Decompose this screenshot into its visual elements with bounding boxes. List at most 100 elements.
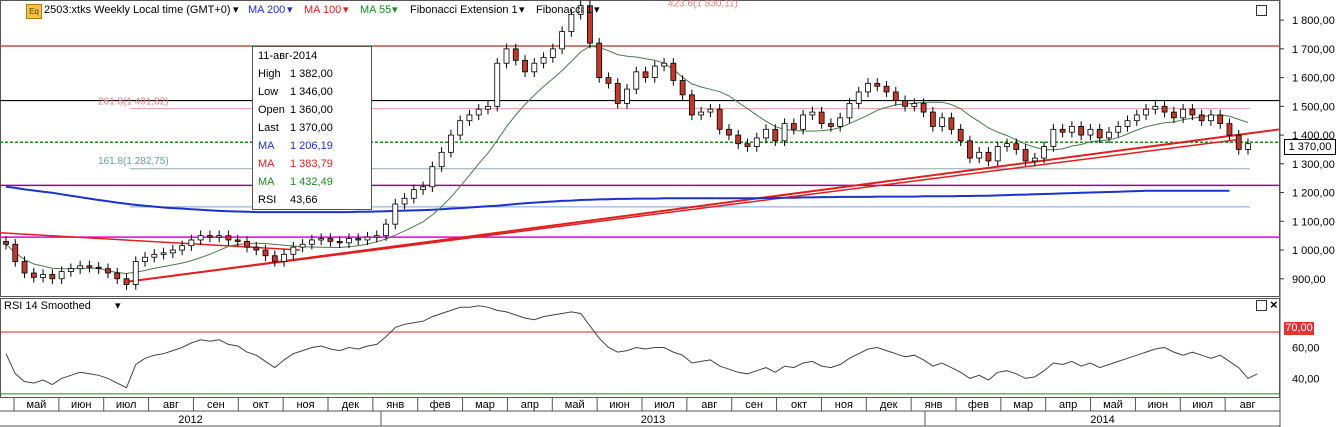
candle-body-113 xyxy=(1050,128,1057,147)
rsi-title[interactable]: RSI 14 Smoothed xyxy=(4,300,91,312)
candle-body-126 xyxy=(1170,111,1177,119)
month-label-19: дек xyxy=(880,399,898,411)
candle-body-19 xyxy=(179,245,186,251)
candle-body-98 xyxy=(911,103,918,107)
candle-body-10 xyxy=(95,266,102,270)
candle-body-85 xyxy=(790,123,797,130)
ma200-label[interactable]: MA 200 xyxy=(248,4,286,16)
candle-body-3 xyxy=(30,272,37,278)
candle-body-105 xyxy=(976,151,983,159)
candle-body-114 xyxy=(1059,128,1066,133)
candle-body-131 xyxy=(1217,114,1224,124)
month-label-5: окт xyxy=(253,399,269,411)
fib-label-2: 161.8(1 282,75) xyxy=(98,156,169,167)
maximize-rsi-pane-button[interactable] xyxy=(1256,300,1267,311)
month-label-10: мар xyxy=(475,399,495,411)
month-label-16: сен xyxy=(745,399,763,411)
ma100-label[interactable]: MA 100 xyxy=(304,4,342,16)
month-label-26: июл xyxy=(1192,399,1213,411)
candle-body-11 xyxy=(105,268,111,274)
candle-body-31 xyxy=(290,246,297,255)
instrument-icon[interactable]: Eq xyxy=(26,4,42,19)
candle-body-101 xyxy=(939,117,946,127)
candle-body-9 xyxy=(86,265,93,268)
ma55-label[interactable]: MA 55 xyxy=(360,4,392,16)
price-tick-label-9: 900,00 xyxy=(1292,274,1326,286)
candle-body-35 xyxy=(327,238,334,242)
month-label-9: фев xyxy=(430,399,451,411)
ma200-menu-arrow[interactable]: ▾ xyxy=(287,4,293,16)
candle-body-51 xyxy=(475,108,482,116)
tooltip-row-rsi: RSI 43,66 xyxy=(258,194,318,206)
month-label-27: авг xyxy=(1240,399,1256,411)
candle-body-118 xyxy=(1096,128,1103,139)
candle-body-29 xyxy=(271,255,278,262)
candle-body-92 xyxy=(855,91,862,104)
candle-body-97 xyxy=(902,100,908,107)
candle-body-33 xyxy=(308,239,315,245)
candle-body-0 xyxy=(3,240,9,245)
fibonacci-label[interactable]: Fibonacci 1 xyxy=(536,4,593,16)
candle-body-8 xyxy=(77,265,84,270)
last-price-tag: 1 370,00 xyxy=(1284,139,1336,155)
ma100-menu-arrow[interactable]: ▾ xyxy=(343,4,349,16)
rsi-menu-arrow[interactable]: ▾ xyxy=(115,300,121,312)
candle-body-5 xyxy=(49,274,56,280)
month-label-6: ноя xyxy=(296,399,314,411)
year-label-0: 2012 xyxy=(178,414,202,426)
ma55-menu-arrow[interactable]: ▾ xyxy=(392,4,398,16)
instrument-menu-arrow[interactable]: ▾ xyxy=(233,4,239,16)
month-label-25: июн xyxy=(1148,399,1168,411)
candle-body-47 xyxy=(438,151,445,168)
candle-body-117 xyxy=(1087,128,1094,136)
price-tick-label-5: 1 300,00 xyxy=(1292,159,1335,171)
candle-body-88 xyxy=(818,111,825,124)
candle-body-132 xyxy=(1226,123,1233,136)
candle-body-18 xyxy=(169,249,176,254)
price-tick-label-0: 1 800,00 xyxy=(1292,15,1335,27)
candle-body-52 xyxy=(485,105,491,110)
candle-body-109 xyxy=(1013,143,1020,150)
candle-body-122 xyxy=(1133,114,1140,122)
candle-body-66 xyxy=(614,82,621,104)
fib-extension-label[interactable]: Fibonacci Extension 1 xyxy=(410,4,518,16)
maximize-price-pane-button[interactable] xyxy=(1256,5,1267,16)
candle-body-119 xyxy=(1106,131,1112,139)
candle-body-53 xyxy=(494,62,501,107)
candle-body-67 xyxy=(624,88,630,104)
candle-body-90 xyxy=(837,117,844,127)
candle-body-83 xyxy=(772,128,779,142)
candle-body-87 xyxy=(809,111,816,116)
candle-body-38 xyxy=(355,238,362,241)
candle-body-4 xyxy=(40,274,46,278)
price-tick-label-7: 1 100,00 xyxy=(1292,216,1335,228)
candle-body-123 xyxy=(1143,108,1149,116)
candle-body-106 xyxy=(985,151,992,162)
candle-body-84 xyxy=(781,123,788,142)
candle-body-42 xyxy=(392,203,399,225)
candle-body-65 xyxy=(605,77,612,84)
month-label-14: июл xyxy=(654,399,675,411)
candle-body-43 xyxy=(401,197,408,205)
candle-body-116 xyxy=(1078,126,1085,136)
month-label-1: июн xyxy=(71,399,91,411)
ma55-line xyxy=(5,45,1249,275)
candle-body-79 xyxy=(735,134,742,145)
candle-body-49 xyxy=(457,120,464,136)
close-rsi-pane-icon[interactable]: × xyxy=(1270,297,1278,312)
fibonacci-menu-arrow[interactable]: ▾ xyxy=(594,4,600,16)
candle-body-120 xyxy=(1115,126,1122,133)
candle-body-134 xyxy=(1245,143,1251,150)
month-label-23: апр xyxy=(1059,399,1077,411)
month-label-18: ноя xyxy=(835,399,853,411)
month-label-13: июн xyxy=(609,399,629,411)
candle-body-39 xyxy=(364,236,371,241)
trendline-upper xyxy=(127,128,1281,283)
candle-body-81 xyxy=(753,137,760,147)
candle-body-20 xyxy=(188,239,195,247)
fib-extension-menu-arrow[interactable]: ▾ xyxy=(519,4,525,16)
candle-body-2 xyxy=(21,261,28,274)
instrument-title[interactable]: 2503:xtks Weekly Local time (GMT+0) xyxy=(44,4,231,16)
candle-body-44 xyxy=(410,189,417,199)
